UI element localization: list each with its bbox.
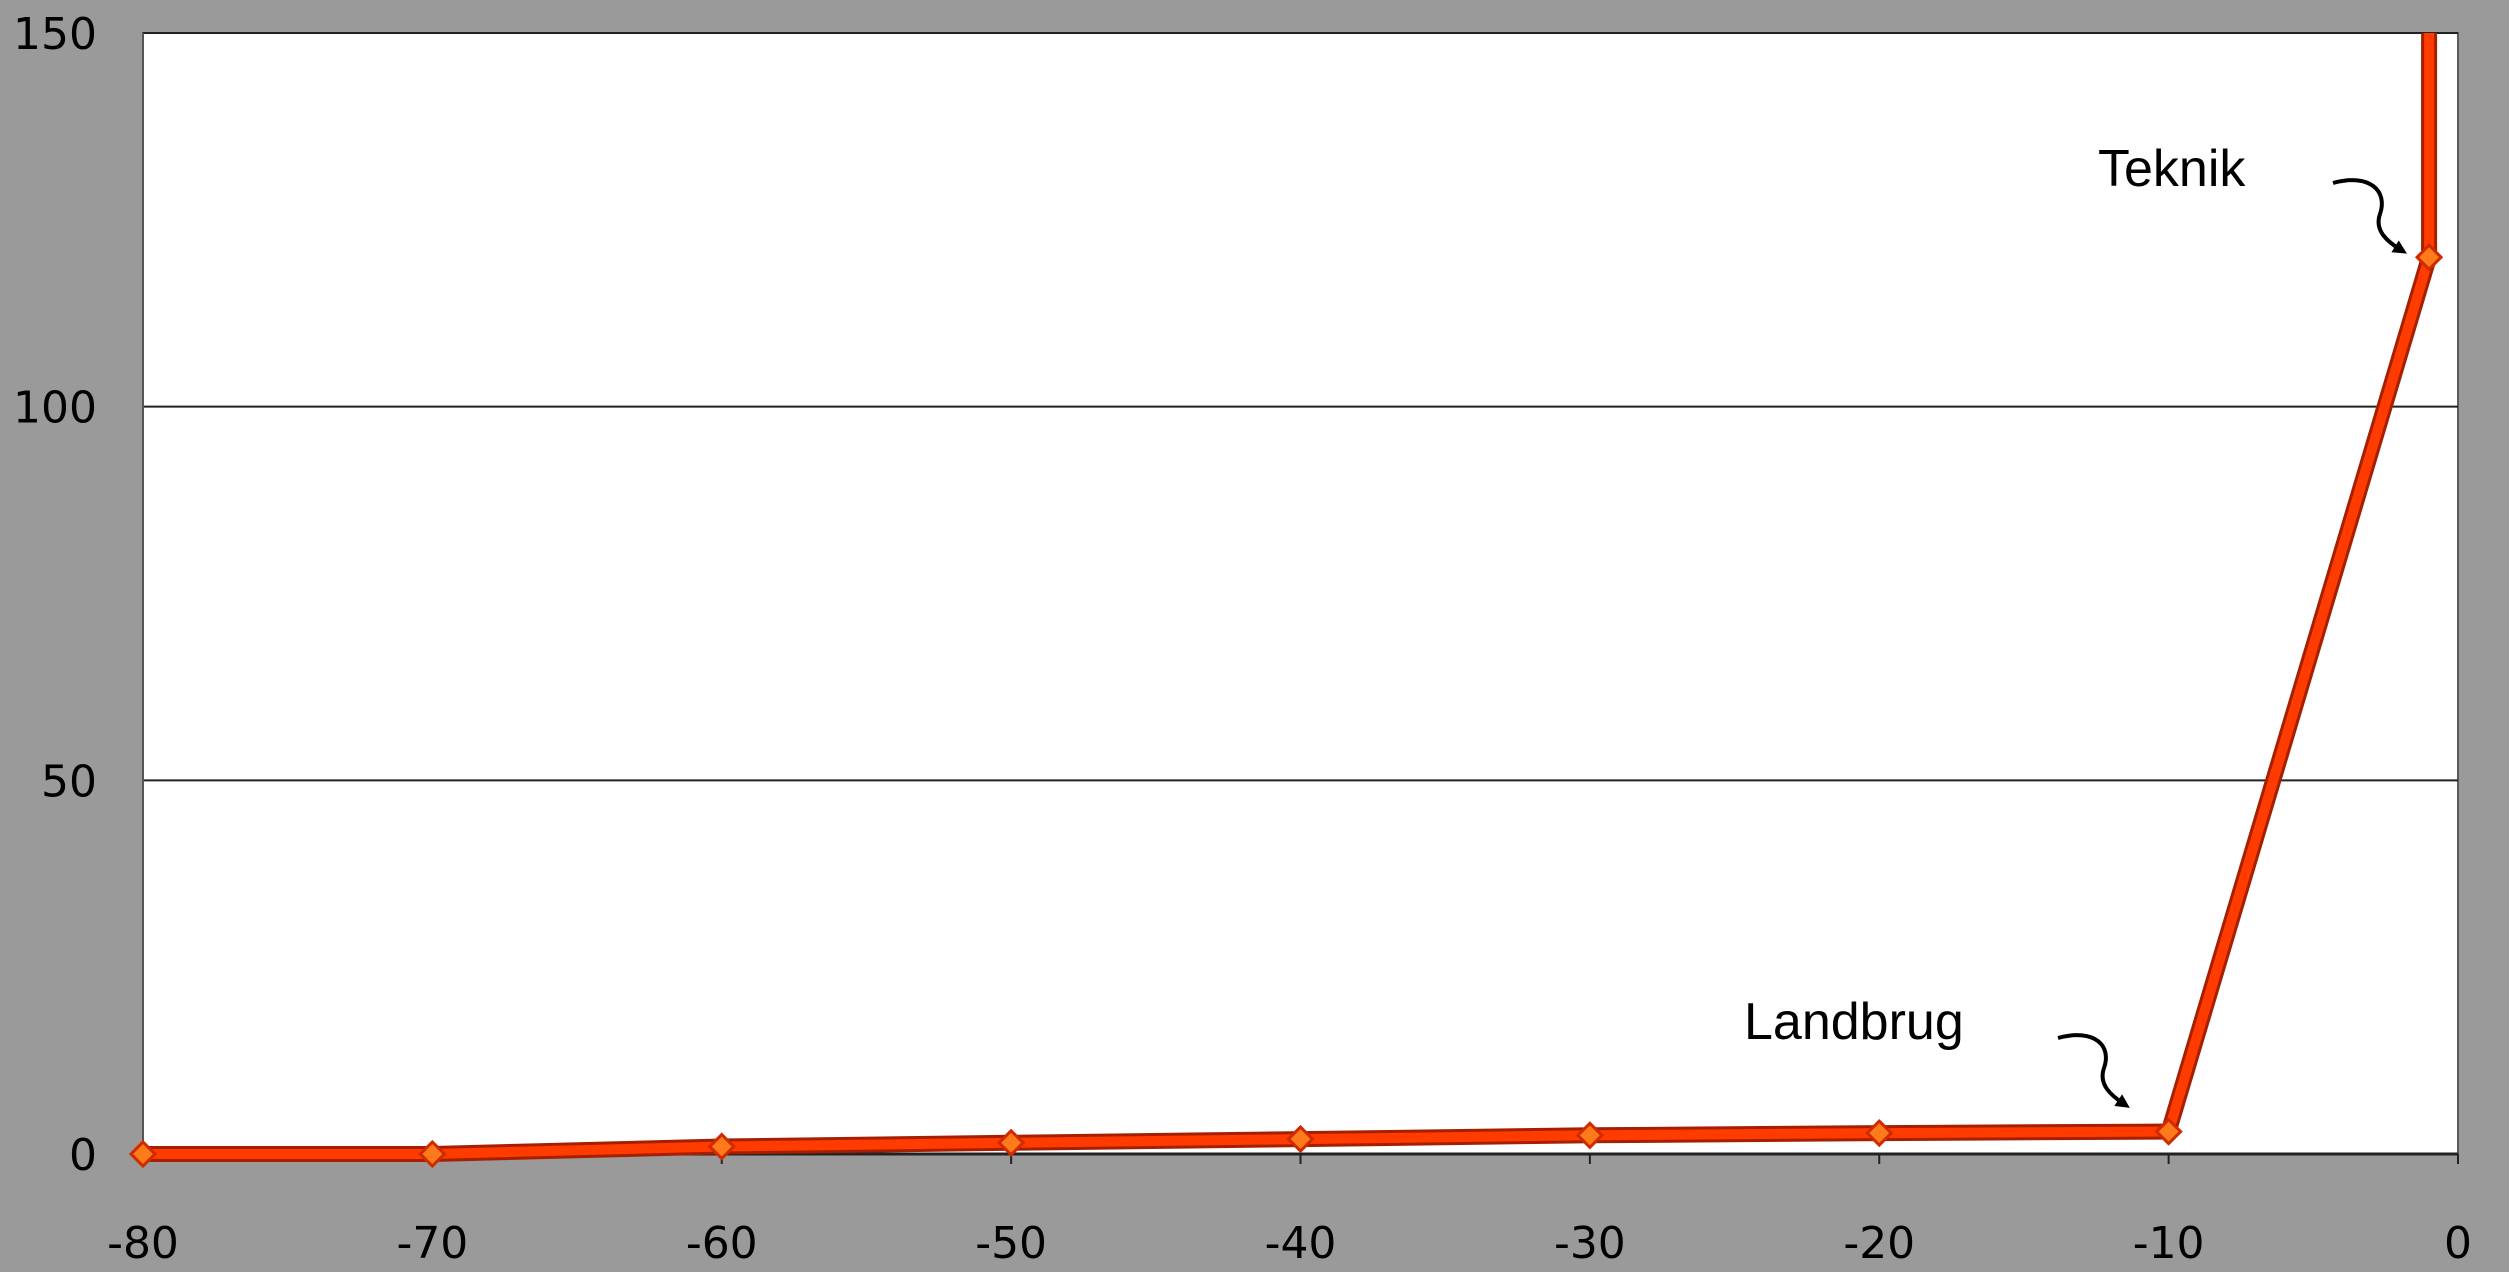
y-tick-label: 0 (69, 1130, 97, 1181)
tick-labels: -80 -70 -60 -50 -40 -30 -20 -10 0 0 50 100 150 (13, 9, 2472, 1269)
data-point (2414, 243, 2444, 272)
data-point (707, 1132, 736, 1161)
x-tick-label: -10 (2133, 1218, 2205, 1267)
data-point (997, 1128, 1026, 1157)
annotation-arrow (2332, 178, 2407, 254)
x-tick-label: -30 (1554, 1218, 1626, 1267)
plot-area (142, 32, 2459, 1155)
series-line-layer (143, 33, 2438, 1162)
x-tick-label: 0 (2444, 1218, 2472, 1267)
x-tick-label: -50 (975, 1218, 1047, 1267)
data-point (1865, 1118, 1894, 1148)
data-point (1286, 1124, 1315, 1154)
y-tick-label: 100 (13, 383, 97, 434)
x-tick-label: -20 (1843, 1218, 1915, 1267)
annotations: Landbrug Teknik (1744, 140, 2407, 1108)
data-point (128, 1139, 158, 1169)
y-tick-label: 150 (13, 9, 97, 60)
data-points (128, 243, 2444, 1169)
data-point (2154, 1117, 2183, 1146)
x-tick-label: -80 (107, 1218, 179, 1267)
gridlines (143, 32, 2458, 782)
annotation-label: Landbrug (1744, 993, 1964, 1051)
x-tick-label: -70 (396, 1218, 468, 1267)
annotation-arrow (2057, 1033, 2130, 1108)
series-line (143, 33, 2435, 1159)
y-tick-label: 50 (41, 756, 97, 807)
data-point (1575, 1121, 1604, 1150)
x-tick-label: -60 (686, 1218, 758, 1267)
data-point (418, 1139, 447, 1169)
x-tick-label: -40 (1265, 1218, 1337, 1267)
annotation-label: Teknik (2098, 140, 2246, 198)
